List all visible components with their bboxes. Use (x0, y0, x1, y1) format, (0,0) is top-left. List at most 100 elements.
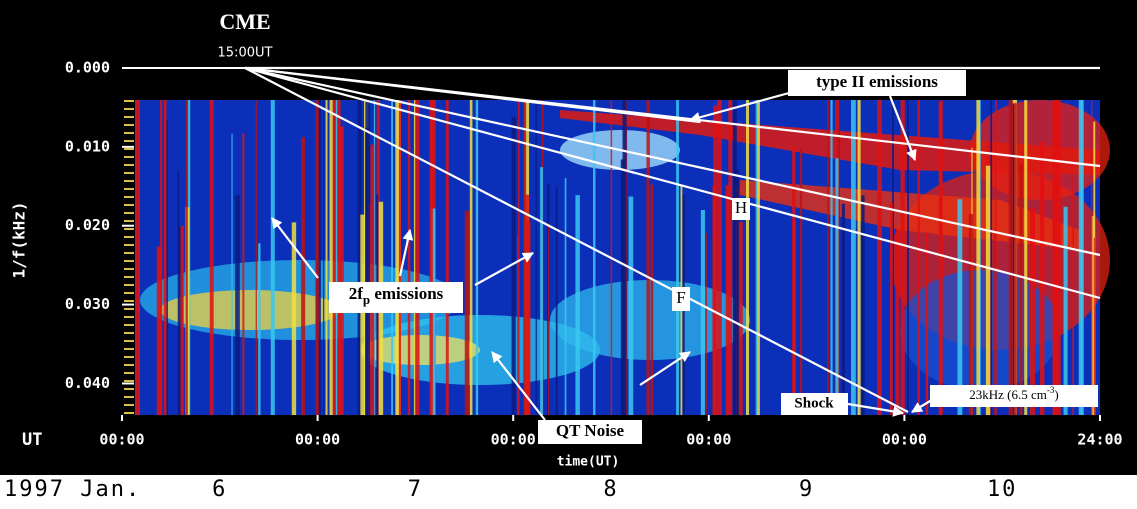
fp-main: 2f (349, 284, 364, 303)
spectrum-stripe (830, 100, 833, 415)
x-unit: UT (22, 430, 42, 450)
spectrum-stripe (270, 100, 275, 415)
spectrum-stripe (242, 133, 245, 415)
spectrum-stripe (857, 100, 861, 415)
label-box (788, 70, 966, 96)
spectrum-stripe (235, 195, 240, 415)
spectrum-stripe (1053, 100, 1058, 415)
x-tick-label: 00:00 (99, 431, 144, 449)
spectrum-stripe (555, 186, 558, 415)
spectrum-stripe (979, 100, 981, 415)
spectrum-stripe (1080, 100, 1084, 415)
spectrum-stripe (957, 199, 963, 415)
spectrum-stripe (1030, 208, 1036, 415)
y-axis-title: 1/f(kHz) (10, 201, 29, 278)
spectrum-stripe (757, 100, 760, 415)
spectrum-stripe (180, 226, 184, 415)
spectrum-stripe (414, 100, 420, 415)
spectrum-stripe (976, 100, 980, 415)
spectrum-stripe (985, 165, 991, 415)
fit-line (244, 66, 1101, 300)
spectrum-stripe (370, 144, 375, 415)
spectrum-stripe (163, 100, 167, 415)
label-box (538, 420, 642, 444)
spectrum-stripe (469, 100, 473, 415)
spectrum-stripe (445, 100, 449, 415)
x-axis-title: time(UT) (557, 455, 620, 470)
spectrum-stripe (547, 223, 550, 415)
fp-label: 2fp emissions (349, 284, 444, 307)
spectrum-stripe (646, 100, 650, 415)
spectrum-stripe (511, 116, 516, 416)
left-tick-stripe (124, 292, 134, 294)
spectrum-stripe (725, 185, 729, 415)
spectrum-stripe (1013, 103, 1017, 415)
spectrum-stripe (325, 100, 328, 415)
spectrum-stripe (792, 145, 796, 415)
spectrum-stripe (135, 100, 140, 415)
spectrum-stripe (676, 100, 679, 415)
spectrum-stripe (717, 100, 722, 415)
freq-label: 23kHz (6.5 cm-3) (969, 385, 1058, 402)
spectrum-stripe (705, 232, 707, 415)
spectrum-stripe (994, 229, 996, 415)
spectrum-stripe (540, 167, 543, 415)
spectrum-stripe (185, 100, 188, 415)
spectrum-blob (360, 335, 480, 365)
spectrum-stripe (925, 231, 929, 415)
spectrum-stripe (990, 100, 993, 415)
fit-line (244, 66, 1101, 257)
arrow (639, 351, 691, 386)
spectrum-stripe (575, 195, 580, 415)
left-tick-stripe (124, 172, 134, 174)
left-tick-stripe (124, 220, 134, 222)
left-tick-stripe (124, 148, 134, 150)
spectrum-stripe (1052, 100, 1054, 415)
spectrum-stripe (745, 100, 750, 415)
left-tick-stripe (124, 396, 134, 398)
spectrum-stripe (907, 100, 909, 415)
spectrum-stripe (373, 100, 376, 415)
fp-tail: emissions (370, 284, 444, 303)
spectrum-stripe (755, 100, 758, 415)
spectrum-stripe (231, 133, 233, 415)
spectrum-stripe (301, 137, 306, 416)
spectrum-stripe (1019, 163, 1023, 415)
spectrum-stripe (139, 100, 141, 415)
spectrum-stripe (895, 228, 900, 415)
freq-tail: ) (1054, 387, 1058, 402)
spectrum-stripe (728, 100, 733, 415)
spectrum-stripe (1063, 206, 1068, 415)
left-tick-stripe (124, 124, 134, 126)
left-tick-stripe (124, 268, 134, 270)
left-tick-stripe (124, 156, 134, 158)
spectrum-stripe (517, 234, 519, 415)
left-tick-stripe (124, 100, 134, 102)
day-label: 7 (408, 477, 423, 502)
spectrum-stripe (156, 246, 162, 415)
spectrum-stripe (323, 100, 325, 415)
spectrum-stripe (475, 100, 479, 415)
spectrum-stripe (712, 185, 716, 415)
cme-time: 15:00UT (218, 46, 273, 61)
left-tick-stripe (124, 316, 134, 318)
arrows (271, 88, 936, 421)
spectrum-stripe (800, 148, 803, 415)
left-tick-stripe (124, 244, 134, 246)
label-box (672, 287, 690, 311)
spectrum-stripe (365, 127, 369, 415)
spectrum-stripe (464, 210, 470, 415)
fit-line (244, 67, 909, 413)
y-tick-label: 0.040 (65, 374, 110, 392)
spectrum-stripe (917, 100, 920, 415)
arrow (688, 88, 801, 123)
left-tick-stripe (124, 332, 134, 334)
cme-label: CME (219, 9, 270, 34)
date-prefix: 1997 Jan. (4, 477, 141, 502)
spectrum-stripe (258, 243, 261, 415)
spectrum-stripe (851, 100, 856, 415)
fp-sub: p (363, 292, 370, 307)
left-tick-stripe (124, 204, 134, 206)
left-tick-stripe (124, 356, 134, 358)
